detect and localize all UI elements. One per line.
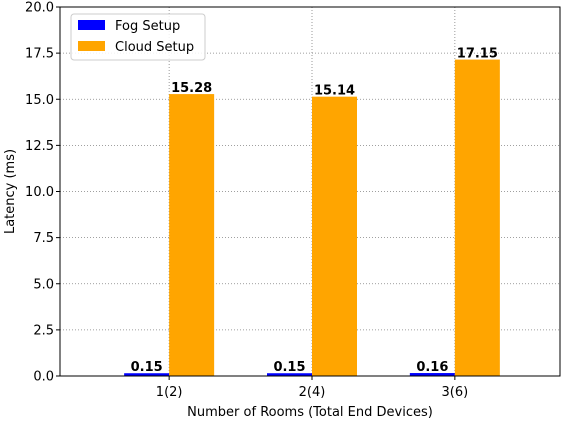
legend: Fog Setup Cloud Setup (70, 13, 206, 61)
bar-value-label: 0.16 (416, 360, 448, 375)
bar-value-label: 0.15 (131, 360, 163, 375)
x-axis: 1(2) 2(4) 3(6) (156, 376, 468, 400)
bar-value-label: 15.14 (314, 84, 355, 99)
bar-value-labels: 0.15 0.15 0.16 15.28 15.14 17.15 (131, 47, 498, 376)
legend-label: Fog Setup (115, 19, 180, 34)
y-axis-label: Latency (ms) (3, 149, 18, 234)
bar-value-label: 17.15 (457, 47, 498, 62)
bar-cloud-1 (312, 96, 357, 377)
y-tick-label: 5.0 (33, 277, 54, 292)
bar-fog-0 (124, 373, 170, 376)
x-tick-label: 2(4) (299, 385, 326, 400)
legend-swatch (78, 20, 105, 30)
bars (124, 59, 500, 377)
x-tick-label: 1(2) (156, 385, 183, 400)
y-tick-label: 15.0 (25, 93, 54, 108)
bar-value-label: 15.28 (171, 81, 212, 96)
y-tick-label: 10.0 (25, 185, 54, 200)
y-tick-label: 0.0 (33, 370, 54, 385)
x-tick-label: 3(6) (442, 385, 469, 400)
legend-label: Cloud Setup (115, 40, 194, 55)
y-tick-label: 12.5 (25, 139, 54, 154)
bar-fog-2 (409, 373, 455, 376)
x-axis-label: Number of Rooms (Total End Devices) (187, 405, 433, 420)
y-tick-label: 17.5 (25, 47, 54, 62)
y-tick-label: 20.0 (25, 1, 54, 16)
y-tick-label: 2.5 (33, 323, 54, 338)
bar-cloud-2 (454, 59, 500, 377)
bar-fog-1 (267, 373, 312, 376)
y-axis: 0.0 2.5 5.0 7.5 10.0 12.5 15.0 17.5 20.0 (25, 1, 60, 385)
bar-cloud-0 (169, 94, 215, 377)
bar-value-label: 0.15 (273, 360, 305, 375)
legend-swatch (78, 41, 105, 51)
y-tick-label: 7.5 (33, 231, 54, 246)
